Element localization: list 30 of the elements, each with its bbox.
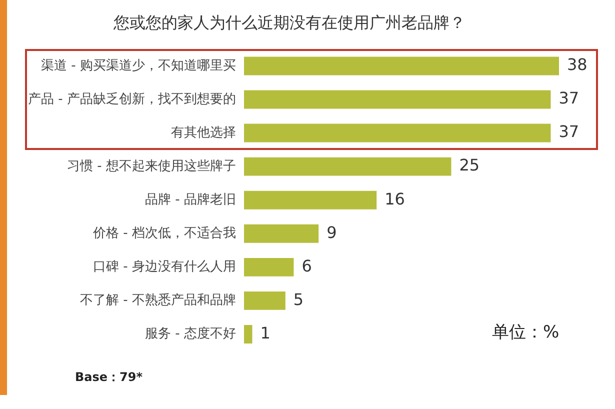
bar xyxy=(244,258,294,276)
bar xyxy=(244,90,551,109)
data-label: 9 xyxy=(326,222,337,242)
data-label: 25 xyxy=(459,156,480,175)
data-label: 16 xyxy=(384,189,405,208)
bar xyxy=(244,124,551,142)
data-label: 1 xyxy=(260,323,270,342)
bar xyxy=(244,291,286,310)
bar xyxy=(244,325,252,344)
y-tick-label: 不了解 - 不熟悉产品和品牌 xyxy=(80,293,236,308)
data-label: 37 xyxy=(558,122,580,142)
y-tick-label: 有其他选择 xyxy=(170,125,236,140)
data-label: 5 xyxy=(293,290,304,309)
data-label: 38 xyxy=(567,55,588,74)
data-label: 6 xyxy=(302,256,312,276)
bar xyxy=(244,190,377,210)
y-tick-label: 品牌 - 品牌老旧 xyxy=(144,192,236,208)
data-label: 37 xyxy=(558,88,580,108)
y-tick-label: 口碑 - 身边没有什么人用 xyxy=(92,260,236,275)
bar xyxy=(244,224,319,243)
chart-title: 您或您的家人为什么近期没有在使用广州老品牌？ xyxy=(112,12,466,32)
annotation: 单位：% xyxy=(492,322,560,342)
bar xyxy=(244,157,452,176)
y-tick-label: 服务 - 态度不好 xyxy=(144,326,236,342)
text: Base：79* xyxy=(75,370,144,384)
bar xyxy=(244,56,559,76)
y-tick-label: 产品 - 产品缺乏创新，找不到想要的 xyxy=(28,92,236,107)
y-tick-label: 渠道 - 购买渠道少，不知道哪里买 xyxy=(40,58,236,74)
y-tick-label: 习惯 - 想不起来使用这些牌子 xyxy=(66,158,236,174)
y-tick-label: 价格 - 档次低，不适合我 xyxy=(92,226,236,242)
